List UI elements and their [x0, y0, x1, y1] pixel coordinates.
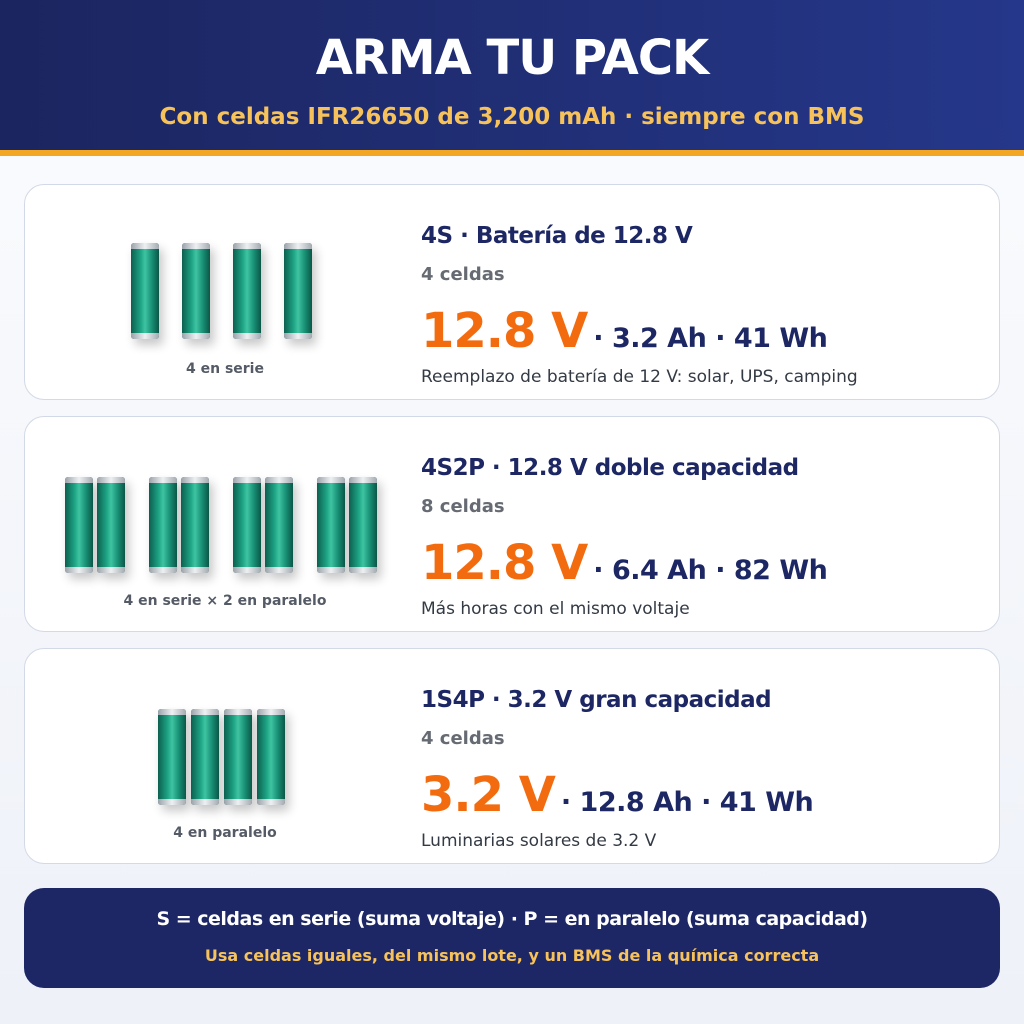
cell-count: 4 celdas	[421, 728, 505, 749]
footer-line: S = celdas en serie (suma voltaje) · P =…	[156, 908, 868, 930]
cell-count: 8 celdas	[421, 496, 505, 517]
specs: · 3.2 Ah · 41 Wh	[593, 323, 828, 354]
battery-cell	[181, 477, 209, 573]
battery-cell	[97, 477, 125, 573]
diagram-label: 4 en paralelo	[173, 825, 277, 841]
pack-heading: 1S4P · 3.2 V gran capacidad	[421, 687, 772, 713]
use-case: Luminarias solares de 3.2 V	[421, 831, 657, 851]
battery-cell	[257, 709, 285, 805]
specs: · 12.8 Ah · 41 Wh	[560, 787, 814, 818]
header: ARMA TU PACK Con celdas IFR26650 de 3,20…	[0, 0, 1024, 156]
battery-cell	[317, 477, 345, 573]
battery-cell	[65, 477, 93, 573]
voltage: 12.8 V	[421, 303, 588, 359]
pack-stats: 12.8 V · 3.2 Ah · 41 Wh	[421, 303, 828, 359]
pack-stats: 12.8 V · 6.4 Ah · 82 Wh	[421, 535, 828, 591]
title: ARMA TU PACK	[315, 30, 710, 86]
pack-heading: 4S2P · 12.8 V doble capacidad	[421, 455, 799, 481]
battery-cell	[149, 477, 177, 573]
cell-count: 4 celdas	[421, 264, 505, 285]
battery-cell	[233, 243, 261, 339]
voltage: 12.8 V	[421, 535, 588, 591]
battery-cell	[224, 709, 252, 805]
pack-card: 4 en serie × 2 en paralelo 4S2P · 12.8 V …	[24, 416, 1000, 632]
diagram-label: 4 en serie × 2 en paralelo	[123, 593, 327, 609]
pack-heading: 4S · Batería de 12.8 V	[421, 223, 693, 249]
specs: · 6.4 Ah · 82 Wh	[593, 555, 828, 586]
battery-cell	[158, 709, 186, 805]
subtitle: Con celdas IFR26650 de 3,200 mAh · siemp…	[159, 104, 865, 130]
pack-stats: 3.2 V · 12.8 Ah · 41 Wh	[421, 767, 814, 823]
battery-cell	[191, 709, 219, 805]
pack-card: 4 en serie 4S · Batería de 12.8 V 4 celdas…	[24, 184, 1000, 400]
battery-cell	[284, 243, 312, 339]
use-case: Reemplazo de batería de 12 V: solar, UPS…	[421, 367, 858, 387]
battery-cell	[182, 243, 210, 339]
footer: S = celdas en serie (suma voltaje) · P =…	[24, 888, 1000, 988]
footer-note: Usa celdas iguales, del mismo lote, y un…	[204, 946, 820, 965]
battery-cell	[131, 243, 159, 339]
voltage: 3.2 V	[421, 767, 556, 823]
diagram-label: 4 en serie	[186, 361, 264, 377]
battery-cell	[265, 477, 293, 573]
pack-card: 4 en paralelo 1S4P · 3.2 V gran capacidad…	[24, 648, 1000, 864]
battery-cell	[233, 477, 261, 573]
use-case: Más horas con el mismo voltaje	[421, 599, 690, 619]
battery-cell	[349, 477, 377, 573]
